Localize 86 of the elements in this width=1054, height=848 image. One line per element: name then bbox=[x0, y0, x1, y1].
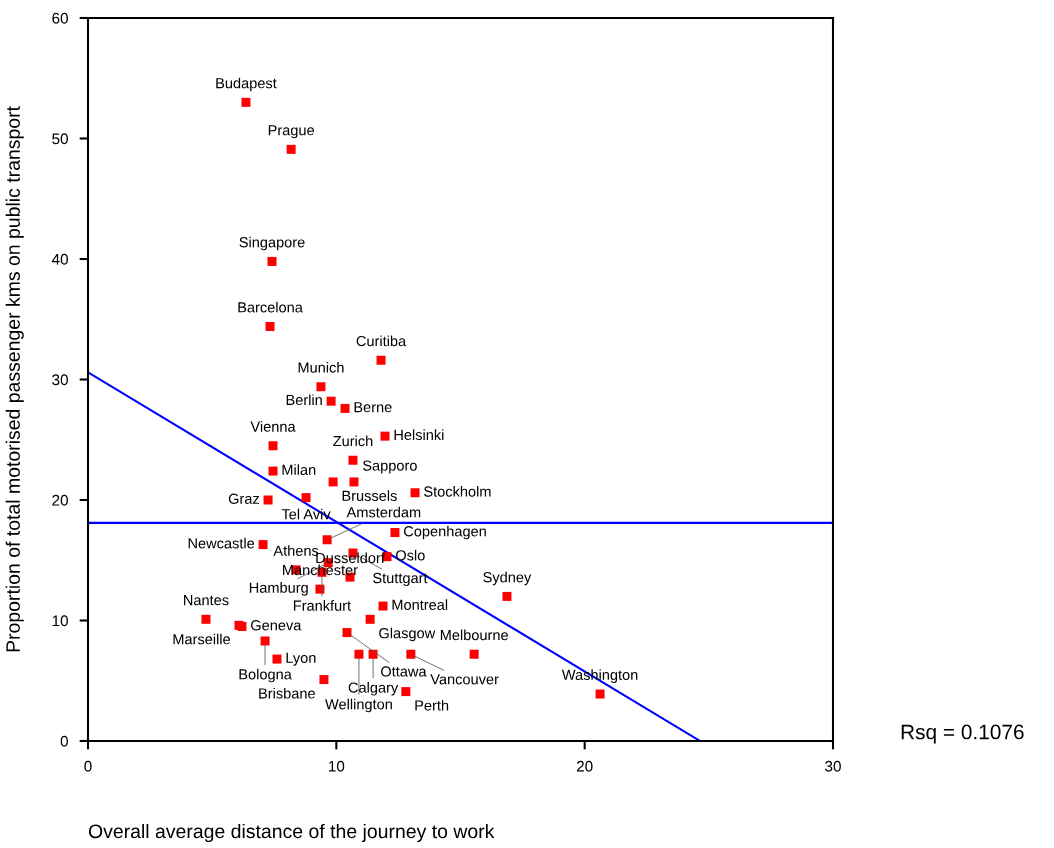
x-tick-label: 0 bbox=[84, 760, 92, 772]
point bbox=[340, 403, 350, 413]
point bbox=[406, 649, 416, 659]
annotation: Newcastle bbox=[188, 537, 255, 549]
y-tick-label: 0 bbox=[60, 735, 68, 747]
annotation: Vancouver bbox=[430, 674, 499, 685]
annotation: Vienna bbox=[250, 421, 296, 432]
annotation: Budapest bbox=[216, 77, 277, 92]
point bbox=[380, 431, 390, 441]
point bbox=[286, 144, 296, 154]
annotation: Graz bbox=[228, 493, 259, 504]
point bbox=[319, 675, 329, 685]
point bbox=[349, 477, 359, 487]
point bbox=[267, 256, 277, 266]
point bbox=[201, 614, 211, 624]
annotation: Oslo bbox=[396, 549, 425, 561]
point bbox=[365, 614, 375, 624]
annotation: Berne bbox=[354, 402, 392, 413]
x-tick-label: 10 bbox=[329, 760, 345, 772]
annotation: Melbourne bbox=[440, 629, 508, 641]
annotation: Singapore bbox=[239, 236, 305, 251]
annotation: Glasgow bbox=[379, 627, 436, 642]
annotation: Brussels bbox=[342, 490, 397, 501]
text: Rsq = 0.1076 bbox=[901, 724, 1024, 744]
annotation: Montreal bbox=[392, 599, 448, 610]
point bbox=[410, 488, 420, 498]
annotation: Ottawa bbox=[381, 666, 427, 677]
annotation: Frankfurt bbox=[293, 600, 351, 611]
annotation: Zurich bbox=[333, 435, 373, 447]
annotation: Berlin bbox=[286, 394, 322, 406]
point bbox=[354, 649, 364, 659]
point bbox=[258, 540, 268, 550]
y-tick-label: 50 bbox=[52, 133, 68, 145]
annotation: Curitiba bbox=[356, 335, 407, 347]
point bbox=[376, 355, 386, 365]
annotation: Barcelona bbox=[238, 301, 303, 313]
annotation: Milan bbox=[282, 464, 316, 475]
x-axis-title: Overall average distance of the journey to work bbox=[88, 823, 495, 843]
point bbox=[401, 687, 411, 697]
annotation: Calgary bbox=[348, 682, 399, 696]
point bbox=[268, 441, 278, 451]
y-tick-label: 60 bbox=[52, 12, 68, 24]
annotation: Helsinki bbox=[394, 429, 444, 441]
annotation: Sapporo bbox=[362, 460, 417, 474]
annotation: Perth bbox=[415, 699, 449, 711]
annotation: Geneva bbox=[251, 620, 302, 631]
point bbox=[390, 528, 400, 538]
annotation: Prague bbox=[268, 125, 314, 139]
annotation: Brisbane bbox=[259, 687, 315, 699]
point bbox=[260, 636, 270, 646]
annotation: Stockholm bbox=[424, 485, 491, 497]
point bbox=[322, 535, 332, 545]
point bbox=[348, 455, 358, 465]
annotation: Wellington bbox=[325, 698, 392, 713]
point bbox=[595, 689, 605, 699]
point bbox=[268, 466, 278, 476]
point bbox=[301, 493, 311, 503]
point bbox=[342, 628, 352, 638]
annotation: Stuttgart bbox=[373, 572, 428, 587]
point bbox=[316, 382, 326, 392]
x-tick-label: 30 bbox=[825, 760, 841, 772]
point bbox=[378, 601, 388, 611]
point bbox=[326, 396, 336, 406]
y-tick-label: 20 bbox=[52, 494, 68, 506]
point bbox=[263, 495, 273, 505]
y-tick-label: 30 bbox=[52, 374, 68, 386]
y-axis-title: Proportion of total motorised passenger kms on public transport bbox=[5, 106, 24, 652]
annotation: Hamburg bbox=[249, 582, 308, 596]
annotation: Munich bbox=[298, 362, 344, 373]
y-tick-label: 40 bbox=[51, 253, 68, 265]
point bbox=[502, 591, 512, 601]
y-tick-label: 10 bbox=[52, 615, 68, 627]
annotation: Copenhagen bbox=[404, 525, 486, 540]
annotation: Nantes bbox=[184, 595, 229, 606]
x-tick-label: 20 bbox=[576, 760, 593, 772]
point bbox=[469, 649, 479, 659]
annotation: Sydney bbox=[483, 571, 532, 586]
point bbox=[328, 477, 338, 487]
annotation: Bologna bbox=[239, 668, 292, 683]
annotation: Lyon bbox=[286, 652, 316, 666]
point bbox=[272, 654, 282, 664]
point bbox=[265, 321, 275, 331]
annotation: Athens bbox=[273, 545, 319, 556]
point bbox=[241, 97, 251, 107]
annotation: Amsterdam bbox=[346, 506, 421, 518]
annotation: Marseille bbox=[173, 633, 231, 645]
